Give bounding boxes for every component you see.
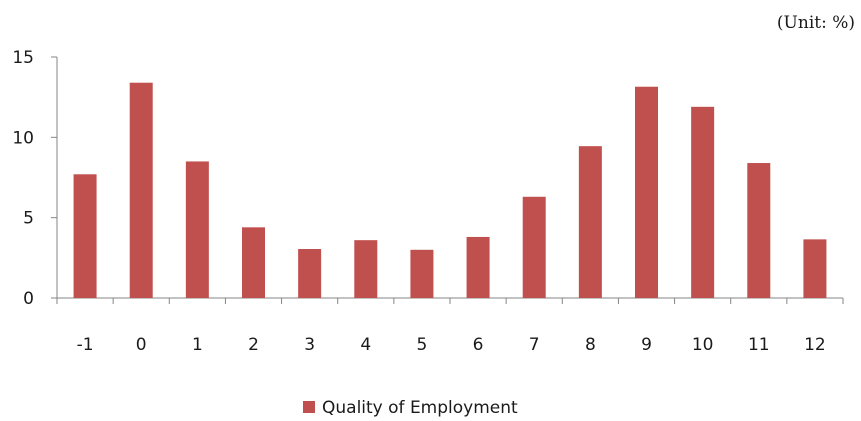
y-tick-label: 5	[23, 209, 34, 229]
x-tick-label: 1	[192, 335, 203, 355]
bar	[803, 239, 827, 298]
unit-note: (Unit: %)	[777, 13, 855, 33]
x-tick-label: 4	[360, 335, 371, 355]
x-tick-label: 6	[473, 335, 484, 355]
x-tick-label: 3	[304, 335, 315, 355]
bar	[73, 174, 97, 298]
x-tick-label: 0	[136, 335, 147, 355]
bar	[354, 240, 378, 298]
x-tick-label: 9	[641, 335, 652, 355]
bar	[129, 82, 153, 298]
bar	[466, 236, 490, 298]
x-tick-label: 12	[804, 335, 826, 355]
bar	[185, 161, 209, 298]
x-tick-label: 10	[692, 335, 714, 355]
bar	[410, 249, 434, 298]
bar	[691, 106, 715, 298]
x-tick-label: 2	[248, 335, 259, 355]
bar	[242, 227, 265, 298]
x-tick-label: -1	[77, 335, 94, 355]
x-tick-labels: -1 0 1 2 3 4 5 6 7 8 9 10 11 12	[77, 335, 826, 355]
bar-series	[73, 82, 827, 299]
bar	[578, 146, 602, 298]
bar	[747, 163, 771, 298]
x-tick-label: 7	[529, 335, 540, 355]
y-tick-label: 10	[12, 128, 34, 148]
bar	[298, 248, 322, 298]
x-tick-label: 5	[417, 335, 428, 355]
legend-swatch	[303, 401, 315, 413]
bar	[635, 86, 658, 299]
x-tick-label: 8	[585, 335, 596, 355]
x-tick-label: 11	[748, 335, 770, 355]
legend-label: Quality of Employment	[322, 398, 518, 418]
y-tick-label: 15	[12, 48, 34, 68]
bar	[522, 196, 546, 298]
legend: Quality of Employment	[303, 398, 518, 418]
y-tick-label: 0	[23, 289, 34, 309]
y-tick-labels: 0 5 10 15	[12, 48, 34, 309]
chart-axes	[51, 56, 844, 304]
